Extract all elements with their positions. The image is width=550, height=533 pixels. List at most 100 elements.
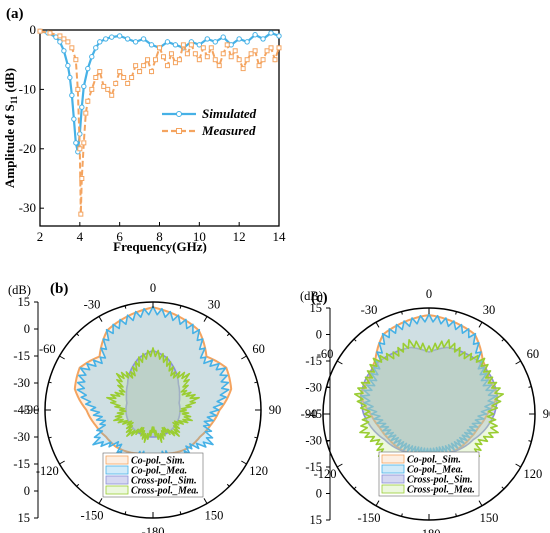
radial-tick-label: 15 bbox=[310, 301, 323, 315]
simulated-point bbox=[67, 74, 73, 81]
panel-label: (b) bbox=[50, 281, 68, 297]
angle-label: -60 bbox=[317, 347, 334, 361]
simulated-point bbox=[260, 36, 266, 42]
measured-point bbox=[81, 140, 87, 146]
angle-label: -30 bbox=[84, 297, 101, 311]
simulated-point bbox=[89, 54, 95, 60]
db-unit-label: (dB) bbox=[8, 283, 31, 297]
angle-tick bbox=[98, 316, 103, 322]
simulated-point bbox=[85, 65, 91, 72]
simulated-point bbox=[73, 140, 79, 146]
measured-point bbox=[208, 45, 214, 51]
radial-tick-label: -15 bbox=[13, 349, 30, 363]
legend-swatch bbox=[105, 455, 129, 465]
legend-label: Co-pol._Sim. bbox=[407, 455, 461, 466]
measured-point bbox=[85, 98, 91, 104]
angle-tick bbox=[76, 483, 80, 487]
simulated-point bbox=[252, 32, 258, 38]
polar-legend-box bbox=[102, 452, 204, 498]
measured-point bbox=[176, 57, 182, 63]
legend-swatch bbox=[105, 465, 129, 475]
measured-point bbox=[83, 110, 89, 116]
legend-label: Cross-pol._Mea. bbox=[131, 486, 199, 497]
panel-a-legend: Simulated Measured bbox=[162, 106, 257, 138]
angle-tick bbox=[254, 436, 258, 439]
angle-label: 60 bbox=[252, 342, 265, 356]
angle-tick bbox=[203, 316, 208, 322]
simulated-point bbox=[172, 42, 179, 48]
simulated-point bbox=[71, 116, 77, 122]
simulated-point bbox=[93, 45, 99, 51]
angle-tick bbox=[179, 305, 182, 309]
measured-point bbox=[47, 30, 53, 36]
angle-tick bbox=[501, 338, 505, 342]
measured-point bbox=[57, 33, 63, 39]
x-tick-label: 10 bbox=[193, 229, 206, 244]
angle-label: -90 bbox=[301, 407, 318, 421]
panel-a-x-ticks: 2 4 6 8 10 12 14 bbox=[37, 222, 286, 244]
measured-point bbox=[69, 45, 75, 51]
legend-label: Simulated bbox=[202, 106, 257, 121]
angle-tick bbox=[179, 511, 182, 515]
simulated-point bbox=[103, 36, 109, 42]
simulated-point bbox=[276, 33, 282, 39]
angle-tick bbox=[203, 498, 208, 504]
angle-label: -120 bbox=[36, 464, 59, 478]
angle-label: 0 bbox=[426, 287, 432, 301]
legend-swatch-marker bbox=[176, 111, 182, 117]
legend-swatch bbox=[381, 454, 405, 464]
angle-tick bbox=[401, 311, 403, 315]
angle-label: 90 bbox=[543, 407, 550, 421]
measured-point bbox=[180, 42, 186, 48]
measured-point bbox=[236, 57, 242, 63]
pattern-cross-pol--mea- bbox=[106, 347, 200, 444]
measured-point bbox=[168, 51, 174, 57]
angle-tick bbox=[226, 333, 230, 337]
radial-tick-label: 0 bbox=[316, 328, 322, 342]
simulated-point bbox=[61, 48, 67, 54]
x-tick-label: 6 bbox=[116, 229, 123, 244]
legend-label: Cross-pol._Sim. bbox=[131, 476, 197, 487]
angle-tick bbox=[528, 386, 532, 388]
legend-swatch bbox=[381, 474, 405, 484]
angle-tick bbox=[375, 321, 380, 328]
measured-point bbox=[252, 48, 258, 54]
simulated-point bbox=[236, 36, 242, 42]
angle-tick bbox=[375, 500, 380, 507]
legend-label: Co-pol._Mea. bbox=[131, 466, 187, 477]
legend-swatch bbox=[381, 464, 405, 474]
simulated-point bbox=[204, 36, 211, 42]
measured-point bbox=[272, 57, 278, 63]
angle-label: 150 bbox=[480, 511, 499, 525]
simulated-point bbox=[164, 39, 171, 45]
angle-label: -150 bbox=[358, 511, 381, 525]
angle-label: 60 bbox=[527, 347, 540, 361]
angle-tick bbox=[501, 486, 505, 490]
simulated-point bbox=[220, 34, 226, 40]
angle-tick bbox=[226, 483, 230, 487]
measured-point bbox=[188, 42, 194, 48]
angle-label: -60 bbox=[39, 342, 56, 356]
simulated-point bbox=[57, 39, 63, 45]
legend-label: Co-pol._Sim. bbox=[131, 456, 185, 467]
measured-point bbox=[141, 63, 147, 69]
simulated-point bbox=[97, 39, 103, 45]
angle-tick bbox=[478, 321, 483, 328]
measured-point bbox=[149, 69, 155, 75]
angle-tick bbox=[124, 305, 127, 309]
measured-point bbox=[145, 57, 151, 63]
angle-tick bbox=[515, 360, 522, 365]
angle-label: -30 bbox=[361, 303, 378, 317]
angle-tick bbox=[455, 311, 457, 315]
angle-label: 0 bbox=[150, 281, 156, 295]
simulated-point bbox=[109, 34, 115, 40]
y-tick-label: -10 bbox=[19, 81, 36, 96]
measured-point bbox=[137, 69, 143, 75]
simulated-point bbox=[124, 36, 131, 42]
db-unit-label: (dB) bbox=[300, 289, 323, 303]
measured-point bbox=[93, 75, 99, 81]
angle-label: 90 bbox=[269, 403, 282, 417]
polar-legend-box bbox=[378, 451, 480, 497]
measured-point bbox=[73, 57, 79, 63]
measured-point bbox=[172, 60, 178, 66]
